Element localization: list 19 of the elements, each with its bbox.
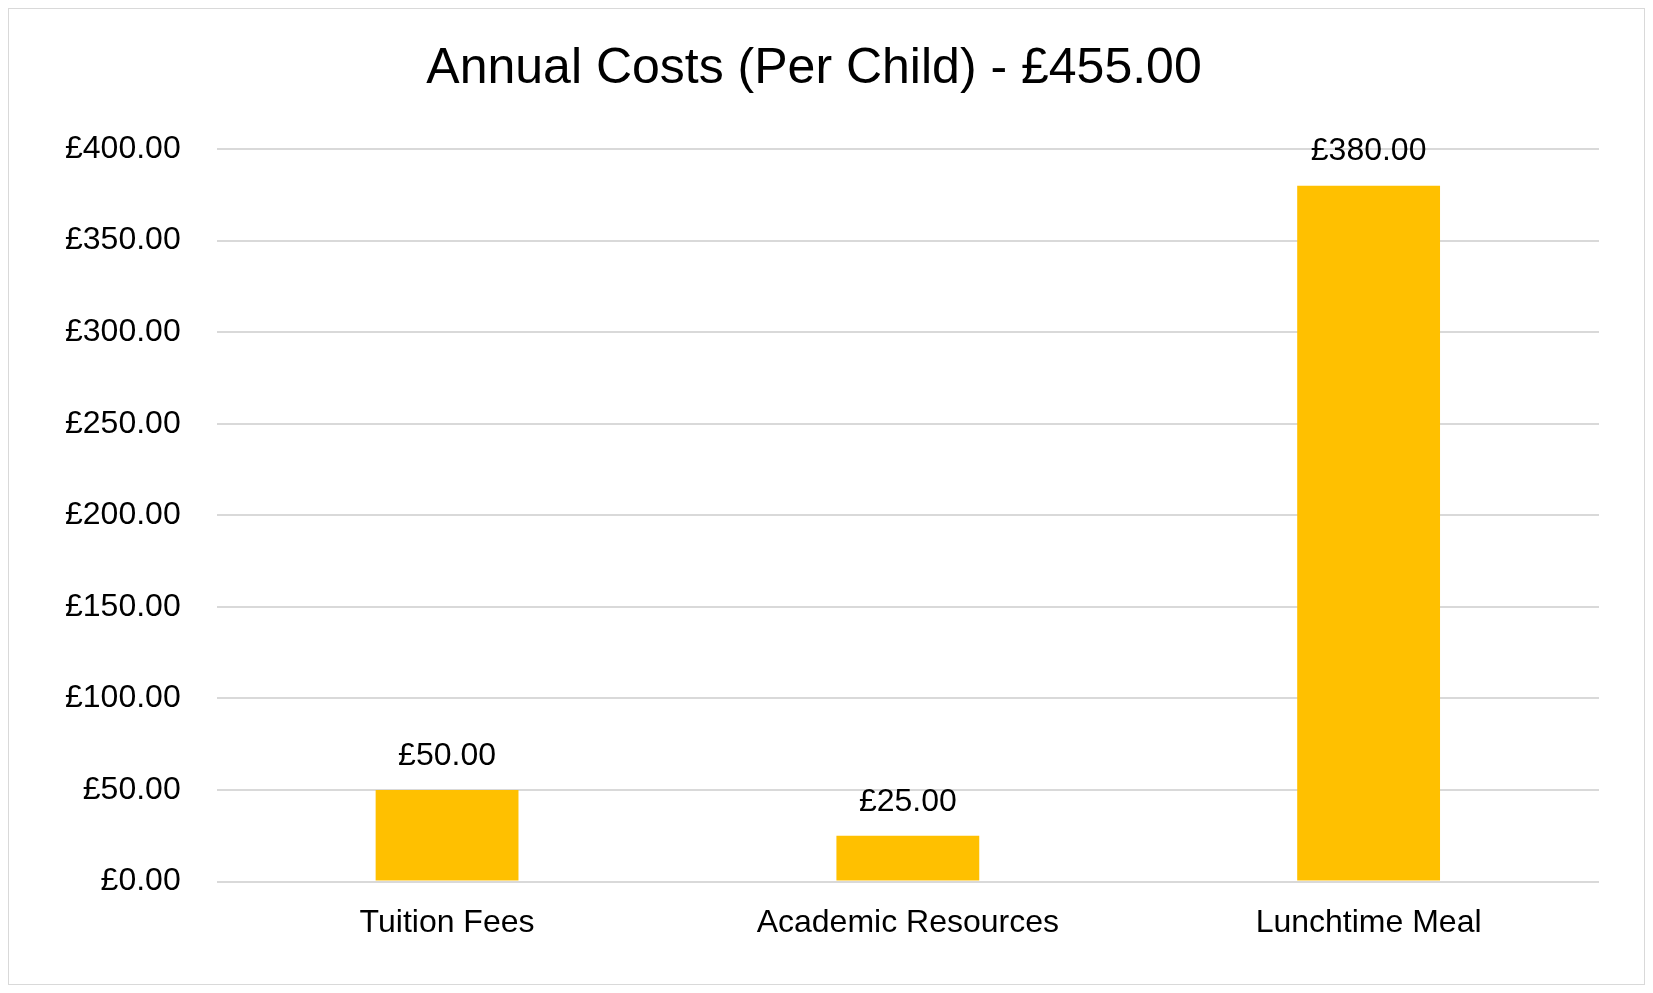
y-tick-label: £200.00 <box>65 495 181 532</box>
y-tick-label: £150.00 <box>65 586 181 623</box>
y-tick-label: £250.00 <box>65 403 181 440</box>
data-label: £380.00 <box>1310 131 1427 168</box>
data-label: £25.00 <box>858 781 957 818</box>
y-tick-label: £350.00 <box>65 220 181 257</box>
y-tick-label: £400.00 <box>65 128 181 165</box>
y-tick-label: £100.00 <box>65 678 181 715</box>
x-tick-label: Academic Resources <box>756 902 1060 939</box>
x-tick-label: Tuition Fees <box>359 902 535 939</box>
x-tick-label: Lunchtime Meal <box>1255 902 1482 939</box>
bar <box>836 835 980 881</box>
y-tick-label: £50.00 <box>82 769 181 806</box>
chart-title: Annual Costs (Per Child) - £455.00 <box>426 37 1202 94</box>
y-tick-label: £300.00 <box>65 311 181 348</box>
y-tick-label: £0.00 <box>100 861 181 898</box>
bar <box>1297 185 1441 881</box>
bar <box>375 790 519 881</box>
data-label: £50.00 <box>398 735 496 772</box>
